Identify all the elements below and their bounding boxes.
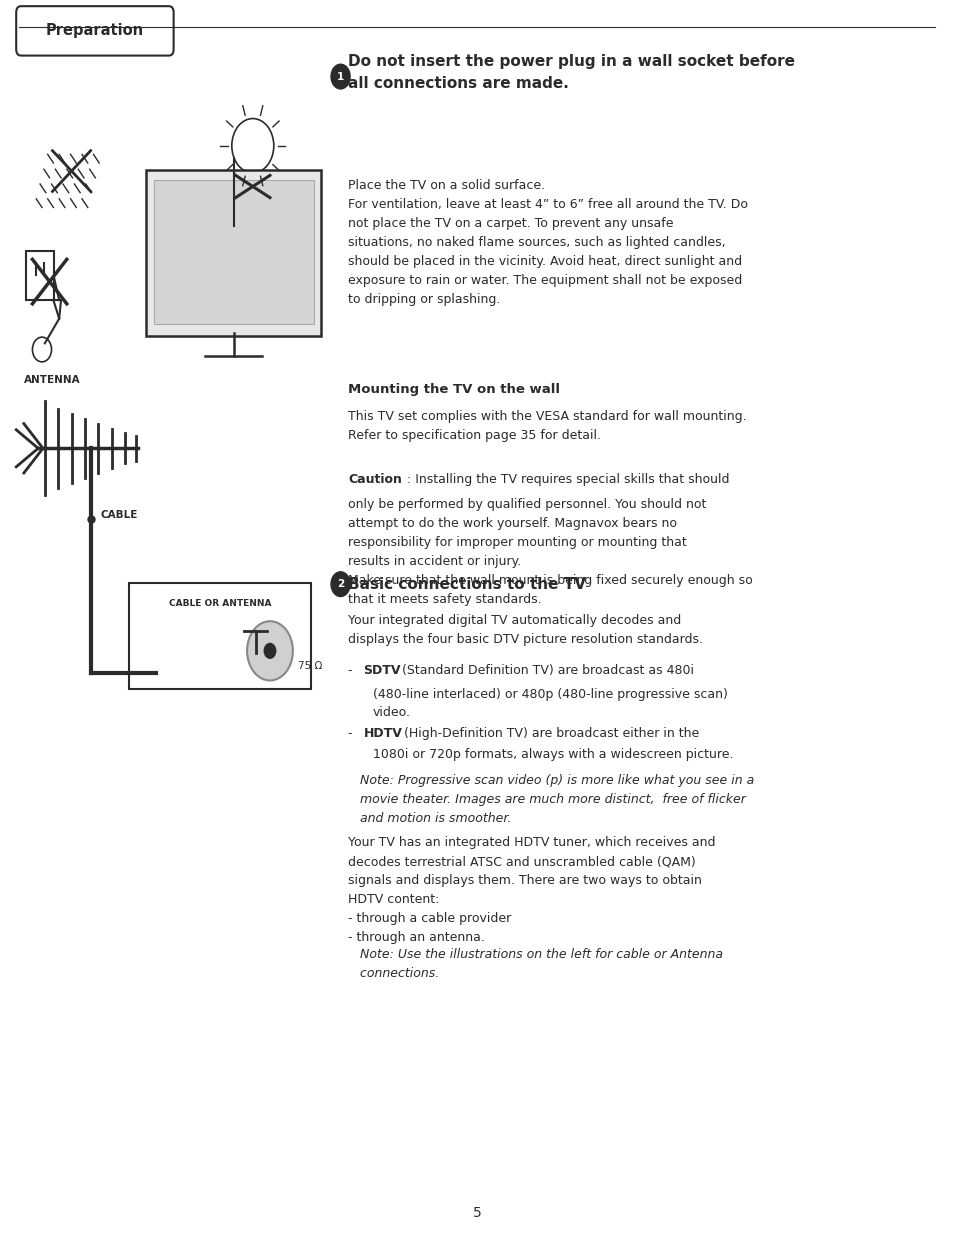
- Circle shape: [148, 667, 157, 679]
- Text: Caution: Caution: [348, 473, 401, 487]
- Circle shape: [32, 337, 51, 362]
- Text: (High-Definition TV) are broadcast either in the: (High-Definition TV) are broadcast eithe…: [399, 727, 699, 741]
- Text: 2: 2: [336, 579, 344, 589]
- Text: 1: 1: [336, 72, 344, 82]
- Circle shape: [331, 64, 350, 89]
- Text: 5: 5: [472, 1205, 481, 1220]
- Text: HDTV: HDTV: [363, 727, 402, 741]
- Text: Note: Progressive scan video (p) is more like what you see in a
   movie theater: Note: Progressive scan video (p) is more…: [348, 774, 754, 825]
- Circle shape: [162, 667, 172, 679]
- Circle shape: [247, 621, 293, 680]
- Text: all connections are made.: all connections are made.: [348, 77, 569, 91]
- Text: Preparation: Preparation: [46, 23, 143, 38]
- Circle shape: [232, 119, 274, 173]
- Text: CABLE: CABLE: [100, 510, 137, 520]
- FancyBboxPatch shape: [129, 583, 311, 689]
- Text: -: -: [348, 664, 356, 678]
- Text: This TV set complies with the VESA standard for wall mounting.
Refer to specific: This TV set complies with the VESA stand…: [348, 410, 746, 442]
- Text: : Installing the TV requires special skills that should: : Installing the TV requires special ski…: [407, 473, 729, 487]
- Text: (Standard Definition TV) are broadcast as 480i: (Standard Definition TV) are broadcast a…: [397, 664, 693, 678]
- Text: 75 Ω: 75 Ω: [297, 661, 322, 671]
- Circle shape: [228, 225, 239, 240]
- Circle shape: [143, 667, 152, 679]
- Text: only be performed by qualified personnel. You should not
attempt to do the work : only be performed by qualified personnel…: [348, 498, 752, 605]
- FancyBboxPatch shape: [153, 180, 314, 324]
- Text: Mounting the TV on the wall: Mounting the TV on the wall: [348, 383, 559, 396]
- Text: Note: Use the illustrations on the left for cable or Antenna
   connections.: Note: Use the illustrations on the left …: [348, 948, 722, 981]
- Bar: [26, 251, 54, 300]
- Text: Your integrated digital TV automatically decodes and
displays the four basic DTV: Your integrated digital TV automatically…: [348, 614, 702, 646]
- Text: Your TV has an integrated HDTV tuner, which receives and
decodes terrestrial ATS: Your TV has an integrated HDTV tuner, wh…: [348, 836, 715, 944]
- Text: CABLE OR ANTENNA: CABLE OR ANTENNA: [169, 599, 271, 609]
- Text: video.: video.: [373, 706, 411, 720]
- Circle shape: [264, 643, 275, 658]
- Text: 1080i or 720p formats, always with a widescreen picture.: 1080i or 720p formats, always with a wid…: [373, 748, 733, 762]
- FancyBboxPatch shape: [16, 6, 173, 56]
- Circle shape: [331, 572, 350, 597]
- Circle shape: [157, 667, 167, 679]
- Text: -: -: [348, 727, 356, 741]
- Circle shape: [152, 667, 162, 679]
- Text: Place the TV on a solid surface.
For ventilation, leave at least 4” to 6” free a: Place the TV on a solid surface. For ven…: [348, 179, 747, 306]
- Text: ANTENNA: ANTENNA: [24, 375, 80, 385]
- Text: (480-line interlaced) or 480p (480-line progressive scan): (480-line interlaced) or 480p (480-line …: [373, 688, 727, 701]
- Text: SDTV: SDTV: [363, 664, 400, 678]
- Text: Basic connections to the TV: Basic connections to the TV: [348, 577, 585, 592]
- FancyBboxPatch shape: [146, 170, 321, 336]
- Text: Do not insert the power plug in a wall socket before: Do not insert the power plug in a wall s…: [348, 54, 795, 69]
